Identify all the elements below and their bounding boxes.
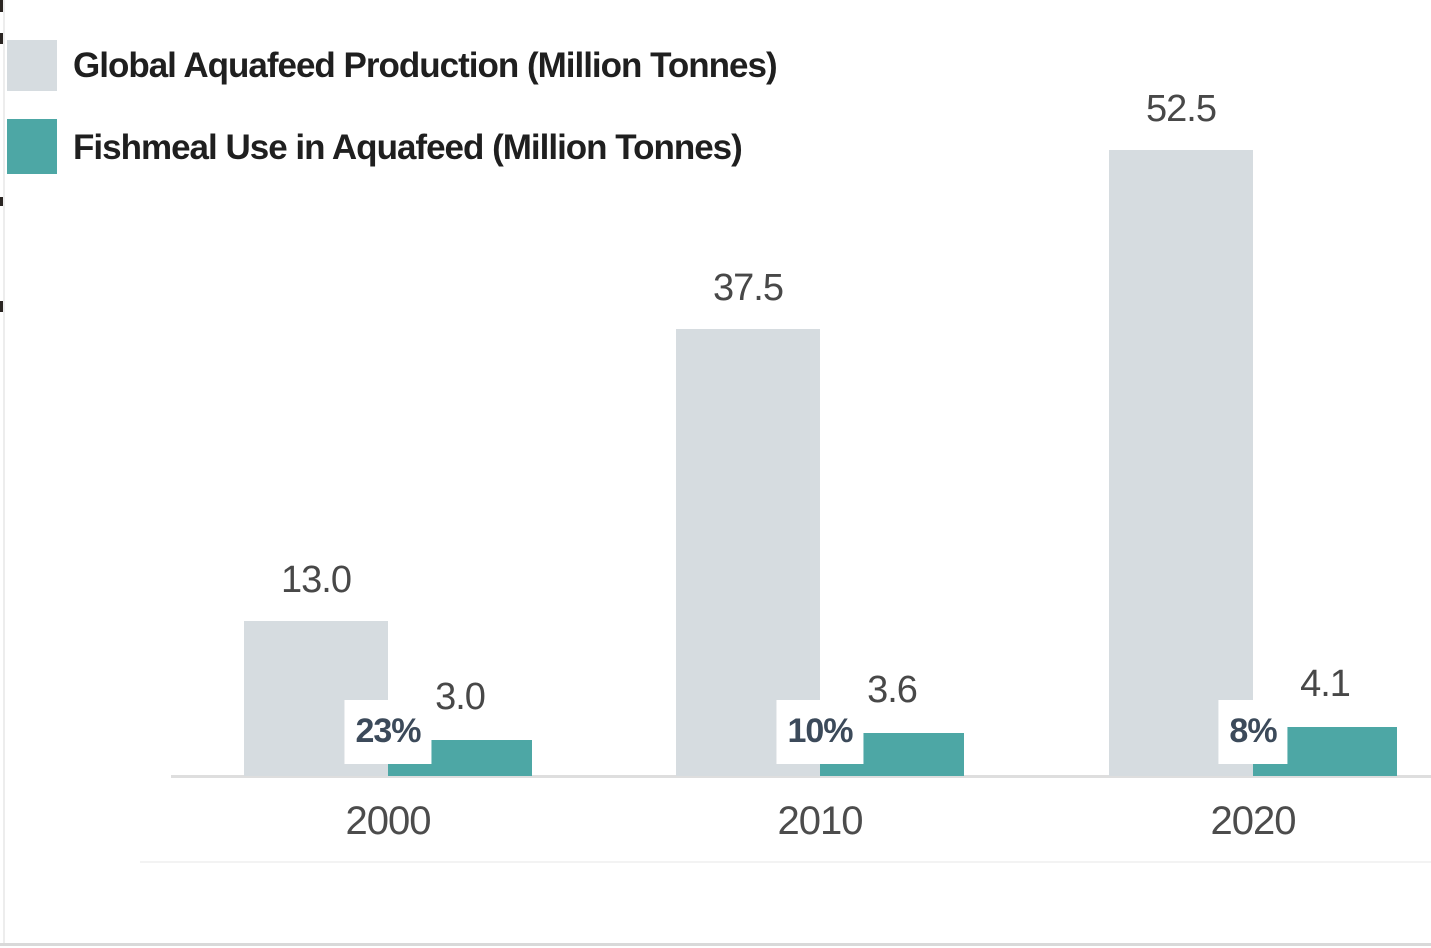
percent-callout-2000: 23% — [344, 700, 432, 764]
faint-horizontal-rule — [140, 861, 1431, 863]
legend-swatch-production — [7, 40, 57, 91]
x-axis-line — [171, 775, 1431, 778]
value-label-fishmeal-2000: 3.0 — [435, 676, 486, 718]
x-tick-label-2010: 2010 — [777, 799, 864, 843]
cropped-text-artifact — [0, 33, 3, 44]
value-label-production-2010: 37.5 — [713, 267, 784, 309]
cropped-text-artifact — [0, 301, 3, 312]
percent-callout-2020: 8% — [1218, 700, 1288, 764]
legend-label-fishmeal: Fishmeal Use in Aquafeed (Million Tonnes… — [73, 128, 743, 167]
value-label-fishmeal-2010: 3.6 — [867, 669, 918, 711]
bar-production-2020 — [1109, 150, 1253, 776]
x-tick-label-2020: 2020 — [1210, 799, 1297, 843]
bottom-border-line — [0, 943, 1431, 946]
left-edge-hairline — [3, 0, 5, 943]
x-tick-label-2000: 2000 — [345, 799, 432, 843]
value-label-production-2020: 52.5 — [1146, 88, 1217, 130]
percent-callout-2010: 10% — [776, 700, 864, 764]
value-label-fishmeal-2020: 4.1 — [1300, 663, 1351, 705]
legend-swatch-fishmeal — [7, 119, 57, 174]
cropped-text-artifact — [0, 197, 3, 206]
cropped-text-artifact — [0, 0, 3, 12]
value-label-production-2000: 13.0 — [281, 559, 352, 601]
legend-label-production: Global Aquafeed Production (Million Tonn… — [73, 46, 778, 85]
